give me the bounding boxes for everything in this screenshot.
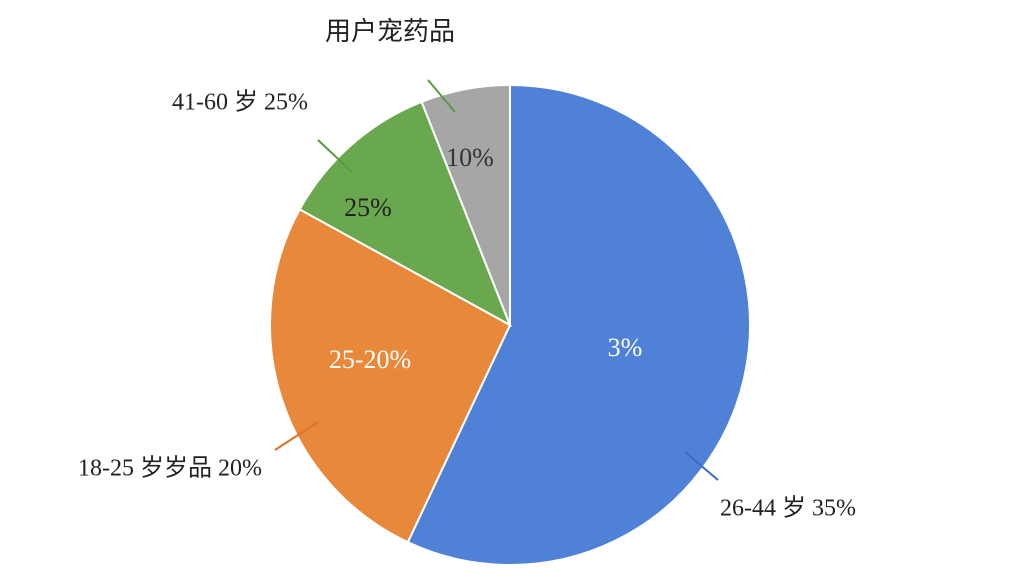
- chart-title: 用户宠药品: [325, 17, 455, 46]
- slice-label: 25-20%: [329, 345, 411, 374]
- category-label: 18-25 岁岁品 20%: [78, 455, 262, 482]
- slice-label: 3%: [608, 333, 643, 362]
- arrows: [274, 79, 719, 481]
- slice-label: 10%: [446, 143, 494, 172]
- pie-slice: [406, 83, 751, 566]
- pie: [269, 83, 751, 566]
- category-label: 26-44 岁 35%: [720, 495, 856, 522]
- pie-slice: [420, 83, 511, 326]
- arrow: [274, 421, 319, 451]
- arrow: [427, 79, 456, 113]
- slice-label: 25%: [344, 193, 392, 222]
- category-label: 41-60 岁 25%: [172, 89, 308, 116]
- pie-slice: [298, 100, 512, 328]
- arrow: [684, 451, 719, 481]
- arrow: [317, 139, 353, 173]
